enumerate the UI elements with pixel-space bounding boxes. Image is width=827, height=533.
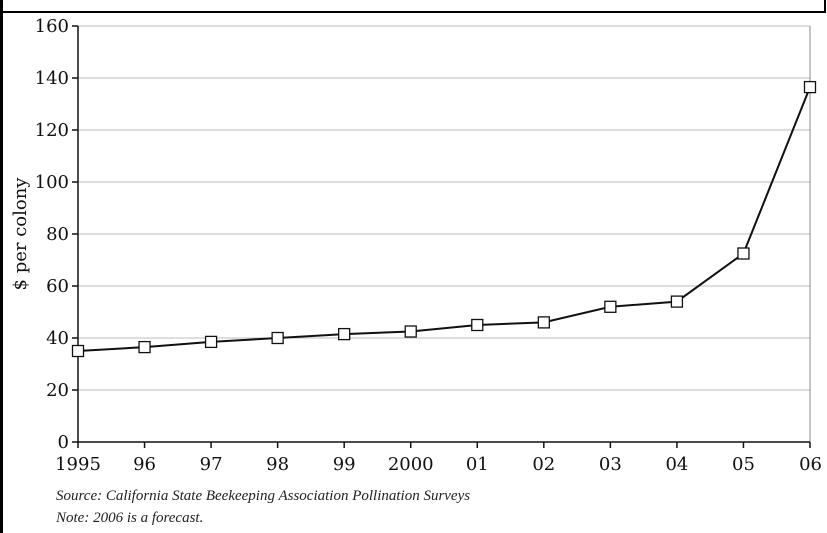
y-tick-label: 20: [46, 380, 69, 401]
data-point-marker: [537, 316, 550, 329]
x-tick-label: 05: [732, 454, 755, 475]
y-axis-label: $ per colony: [10, 177, 31, 291]
x-tick-label: 02: [532, 454, 555, 475]
y-tick-label: 40: [46, 328, 69, 349]
x-tick-label: 06: [799, 454, 822, 475]
y-tick-label: 160: [35, 16, 69, 37]
series-line-path: [77, 86, 811, 352]
y-tick-label: 60: [46, 276, 69, 297]
x-tick-label: 99: [333, 454, 356, 475]
data-point-marker: [737, 247, 750, 260]
data-markers: [71, 80, 817, 358]
x-tick-label: 04: [665, 454, 688, 475]
axes: [72, 25, 811, 448]
x-tick-label: 98: [266, 454, 289, 475]
data-point-marker: [404, 325, 417, 338]
source-note: Source: California State Beekeeping Asso…: [56, 488, 471, 504]
frame-left-rule: [0, 0, 3, 533]
y-tick-label: 0: [58, 432, 69, 453]
x-tick-label: 2000: [388, 454, 434, 475]
data-point-marker: [138, 340, 151, 354]
data-point-marker: [271, 331, 284, 345]
x-tick-label: 97: [200, 454, 223, 475]
data-point-marker: [471, 318, 484, 332]
gridlines: [78, 25, 810, 391]
data-point-marker: [670, 295, 684, 308]
x-tick-label: 03: [599, 454, 622, 475]
data-point-marker: [204, 335, 218, 349]
forecast-note: Note: 2006 is a forecast.: [56, 510, 204, 526]
x-tick-labels: 1995 96 97 98 99 2000 01 02 03 04 05 06: [55, 454, 822, 475]
x-tick-label: 96: [133, 454, 156, 475]
y-tick-label: 120: [35, 120, 69, 141]
y-tick-labels: 0 20 40 60 80 100 120 140 160: [35, 16, 69, 453]
y-tick-label: 80: [46, 224, 69, 245]
data-point-marker: [338, 327, 351, 341]
data-point-marker: [604, 300, 617, 313]
y-tick-label: 100: [35, 172, 69, 193]
data-point-marker: [803, 80, 817, 94]
x-tick-label: 01: [466, 454, 489, 475]
series-line: [77, 86, 811, 352]
x-tick-label: 1995: [55, 454, 101, 475]
data-point-marker: [71, 344, 85, 358]
y-tick-label: 140: [35, 68, 69, 89]
